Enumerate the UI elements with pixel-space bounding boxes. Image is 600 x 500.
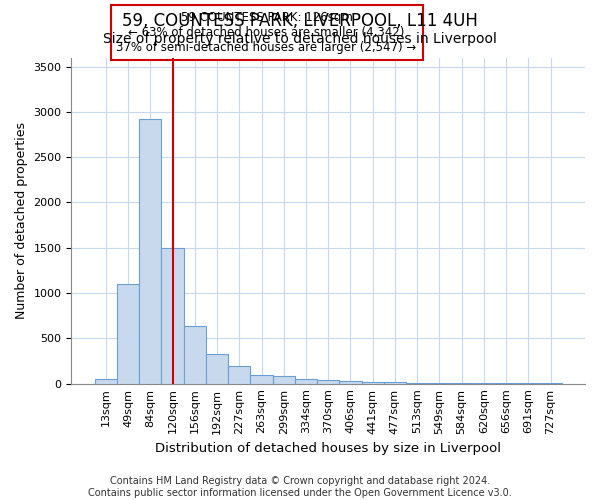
Bar <box>362 382 384 384</box>
Bar <box>139 119 161 384</box>
Bar <box>272 376 295 384</box>
Bar <box>406 383 428 384</box>
Bar <box>340 381 362 384</box>
Text: 59 COUNTESS PARK: 126sqm
← 63% of detached houses are smaller (4,342)
37% of sem: 59 COUNTESS PARK: 126sqm ← 63% of detach… <box>116 11 416 54</box>
X-axis label: Distribution of detached houses by size in Liverpool: Distribution of detached houses by size … <box>155 442 501 455</box>
Bar <box>317 380 340 384</box>
Bar <box>384 382 406 384</box>
Text: Contains HM Land Registry data © Crown copyright and database right 2024.
Contai: Contains HM Land Registry data © Crown c… <box>88 476 512 498</box>
Text: 59, COUNTESS PARK, LIVERPOOL, L11 4UH: 59, COUNTESS PARK, LIVERPOOL, L11 4UH <box>122 12 478 30</box>
Bar <box>228 366 250 384</box>
Bar <box>428 383 451 384</box>
Bar <box>206 354 228 384</box>
Bar <box>250 374 272 384</box>
Bar <box>161 248 184 384</box>
Bar <box>117 284 139 384</box>
Bar <box>295 378 317 384</box>
Bar <box>95 379 117 384</box>
Text: Size of property relative to detached houses in Liverpool: Size of property relative to detached ho… <box>103 32 497 46</box>
Y-axis label: Number of detached properties: Number of detached properties <box>15 122 28 319</box>
Bar <box>184 326 206 384</box>
